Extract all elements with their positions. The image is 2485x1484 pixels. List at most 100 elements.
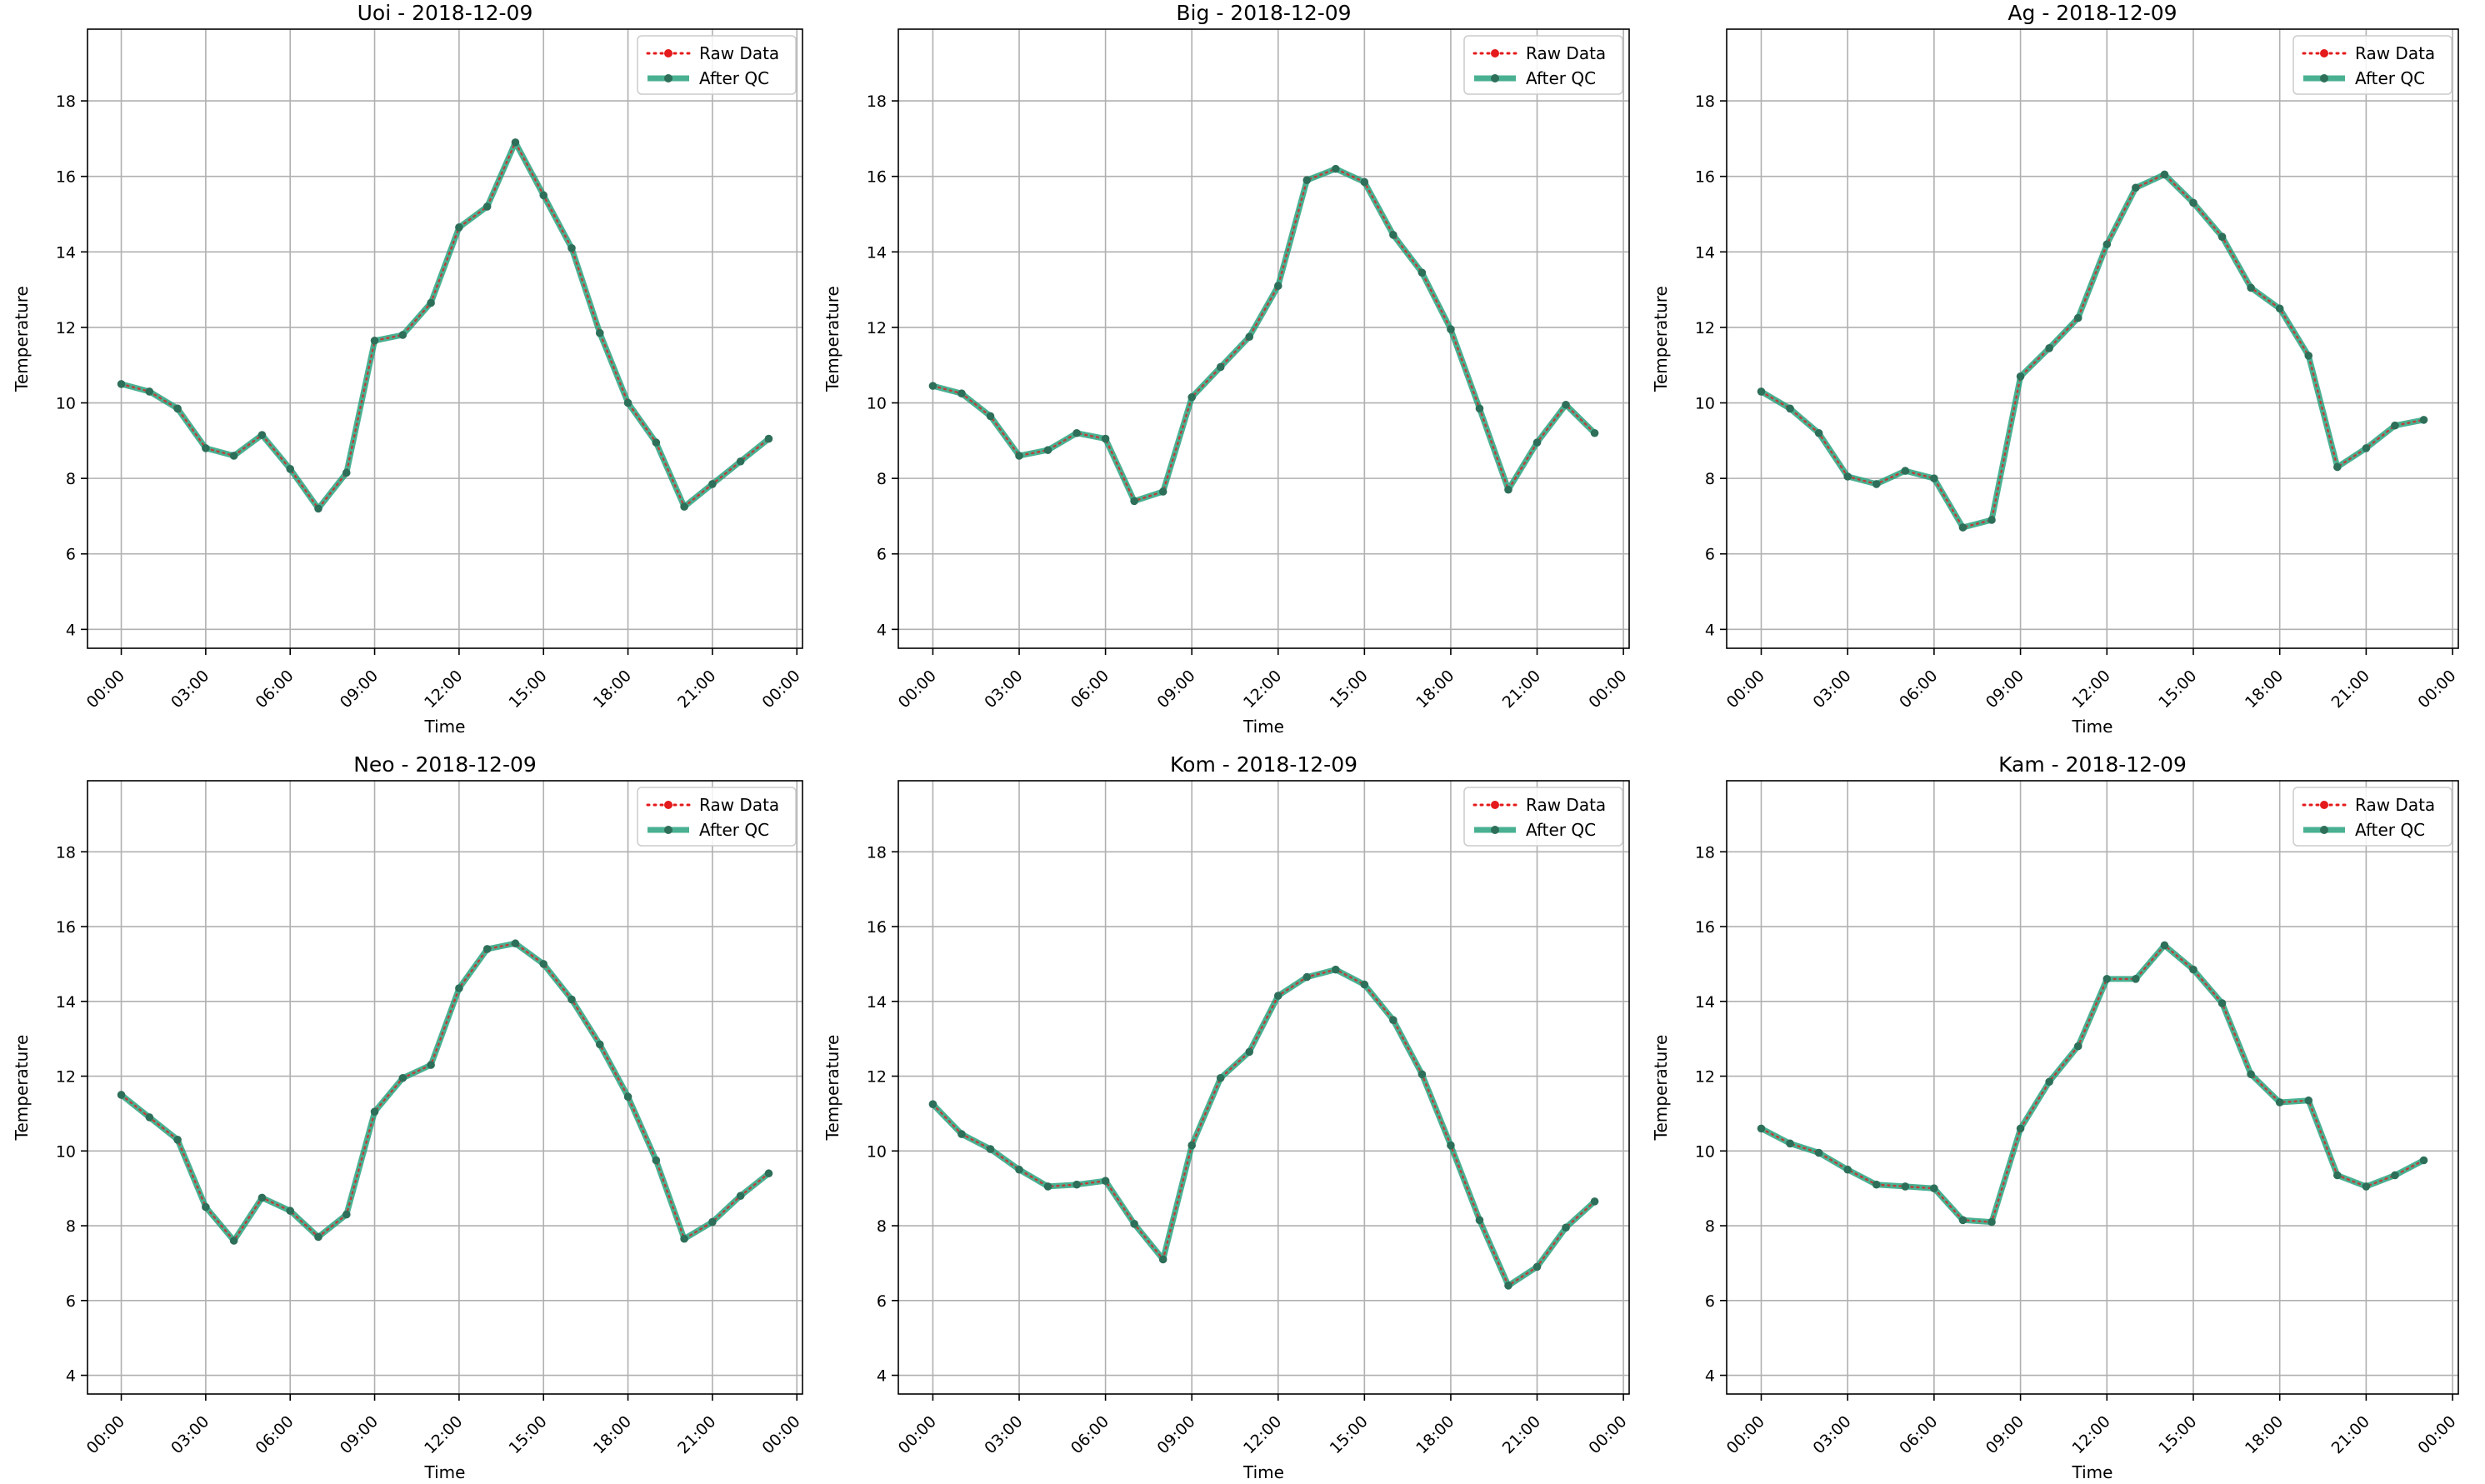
legend: Raw Data After QC	[2292, 35, 2452, 95]
x-tick-label: 21:00	[2328, 667, 2373, 712]
data-point	[736, 1192, 745, 1200]
y-tick-label: 10	[1695, 1142, 1715, 1161]
x-tick-label: 03:00	[1809, 667, 1854, 712]
data-point	[2275, 304, 2284, 313]
data-point	[2391, 1171, 2399, 1180]
legend-label-after-qc: After QC	[699, 820, 769, 840]
data-point	[398, 331, 408, 339]
y-tick-label: 10	[1695, 395, 1715, 413]
y-tick-label: 14	[867, 993, 887, 1012]
y-tick-label: 14	[1695, 243, 1715, 262]
x-tick-label: 03:00	[1809, 1412, 1854, 1457]
plot-area	[1727, 781, 2458, 1394]
data-point	[1562, 400, 1570, 409]
y-tick-label: 16	[56, 168, 76, 187]
plot-frame	[1726, 28, 2459, 649]
y-tick-label: 16	[1695, 168, 1715, 187]
legend-label-raw-data: Raw Data	[2355, 795, 2435, 815]
x-tick-label: 00:00	[83, 667, 128, 712]
legend: Raw Data After QC	[1463, 787, 1623, 847]
chart-panel-1: 00:00 03:00 06:00 09:00 12:00 15:00 18:00 21:00…	[12, 1, 804, 737]
legend-marker-after-qc	[1491, 826, 1499, 834]
x-axis-label: Time	[424, 717, 466, 737]
data-point	[2362, 1182, 2371, 1191]
data-point	[2391, 421, 2399, 430]
y-tick-label: 12	[1695, 1068, 1715, 1087]
data-point	[568, 243, 576, 252]
plot-frame	[898, 28, 1630, 649]
data-point	[2045, 1077, 2053, 1087]
y-tick-label: 8	[66, 470, 76, 488]
data-point	[1958, 1216, 1968, 1225]
x-tick-label: 12:00	[1240, 1412, 1285, 1457]
data-point	[258, 1193, 267, 1202]
legend-label-raw-data: Raw Data	[699, 795, 779, 815]
data-point	[986, 412, 995, 421]
x-tick-label: 15:00	[505, 1412, 550, 1457]
data-point	[764, 1169, 773, 1178]
data-point	[1988, 516, 1996, 524]
data-point	[568, 995, 576, 1004]
data-point	[1043, 1182, 1052, 1191]
data-point	[1015, 452, 1023, 460]
data-point	[1930, 474, 1938, 482]
data-point	[1101, 1177, 1110, 1185]
plot-area	[1727, 29, 2458, 648]
series-line-raw-data	[120, 942, 770, 1243]
data-point	[2189, 198, 2198, 207]
y-tick-label: 6	[66, 1292, 76, 1311]
chart-title: Kam - 2018-12-09	[1998, 752, 2187, 777]
legend-marker-after-qc	[1491, 74, 1499, 82]
data-point	[736, 457, 745, 466]
x-tick-label: 06:00	[1896, 667, 1941, 712]
data-point	[2247, 1070, 2255, 1079]
series-line-raw-data	[120, 140, 770, 511]
data-point	[1273, 282, 1282, 290]
plot-area	[88, 781, 802, 1394]
data-point	[539, 960, 548, 968]
x-tick-label: 15:00	[505, 667, 550, 712]
data-point	[2275, 1098, 2284, 1107]
data-point	[1389, 231, 1398, 239]
y-axis-label: Temperature	[12, 286, 32, 392]
data-point	[2304, 352, 2313, 360]
data-point	[2132, 975, 2140, 983]
x-tick-label: 03:00	[168, 1412, 212, 1457]
data-point	[1504, 1282, 1512, 1290]
data-point	[2218, 999, 2227, 1007]
x-tick-label: 15:00	[2155, 667, 2200, 712]
data-point	[1843, 1165, 1852, 1174]
data-point	[1504, 485, 1512, 494]
chart-title: Kom - 2018-12-09	[1170, 752, 1358, 777]
x-tick-label: 21:00	[2328, 1412, 2373, 1457]
chart-panel-2: 00:00 03:00 06:00 09:00 12:00 15:00 18:00 21:00…	[822, 1, 1631, 737]
chart-panel-4: 00:00 03:00 06:00 09:00 12:00 15:00 18:00 21:00…	[12, 752, 804, 1482]
data-point	[1216, 1073, 1225, 1082]
x-axis-label: Time	[2072, 717, 2113, 737]
chart-title: Big - 2018-12-09	[1176, 1, 1351, 25]
legend-marker-raw-data	[664, 49, 672, 57]
data-point	[1475, 1216, 1484, 1225]
data-point	[511, 138, 520, 147]
data-point	[1901, 1182, 1910, 1191]
y-tick-label: 10	[56, 395, 76, 413]
y-tick-label: 8	[877, 470, 887, 488]
y-tick-label: 16	[867, 918, 887, 937]
plot-frame	[898, 780, 1630, 1395]
data-point	[1757, 387, 1766, 396]
x-tick-label: 15:00	[1327, 1412, 1372, 1457]
x-tick-label: 06:00	[1896, 1412, 1941, 1457]
x-tick-label: 21:00	[674, 667, 719, 712]
data-point	[1360, 177, 1369, 187]
y-tick-label: 12	[1695, 319, 1715, 337]
legend-label-raw-data: Raw Data	[1526, 43, 1606, 63]
y-tick-label: 18	[56, 843, 76, 862]
y-tick-label: 16	[867, 168, 887, 187]
data-point	[2333, 462, 2342, 472]
data-point	[286, 1207, 295, 1215]
y-tick-label: 8	[1705, 1217, 1715, 1236]
legend-label-raw-data: Raw Data	[2355, 43, 2435, 63]
data-point	[1130, 1220, 1138, 1228]
data-point	[2073, 1042, 2082, 1051]
legend-marker-after-qc	[2320, 826, 2328, 834]
